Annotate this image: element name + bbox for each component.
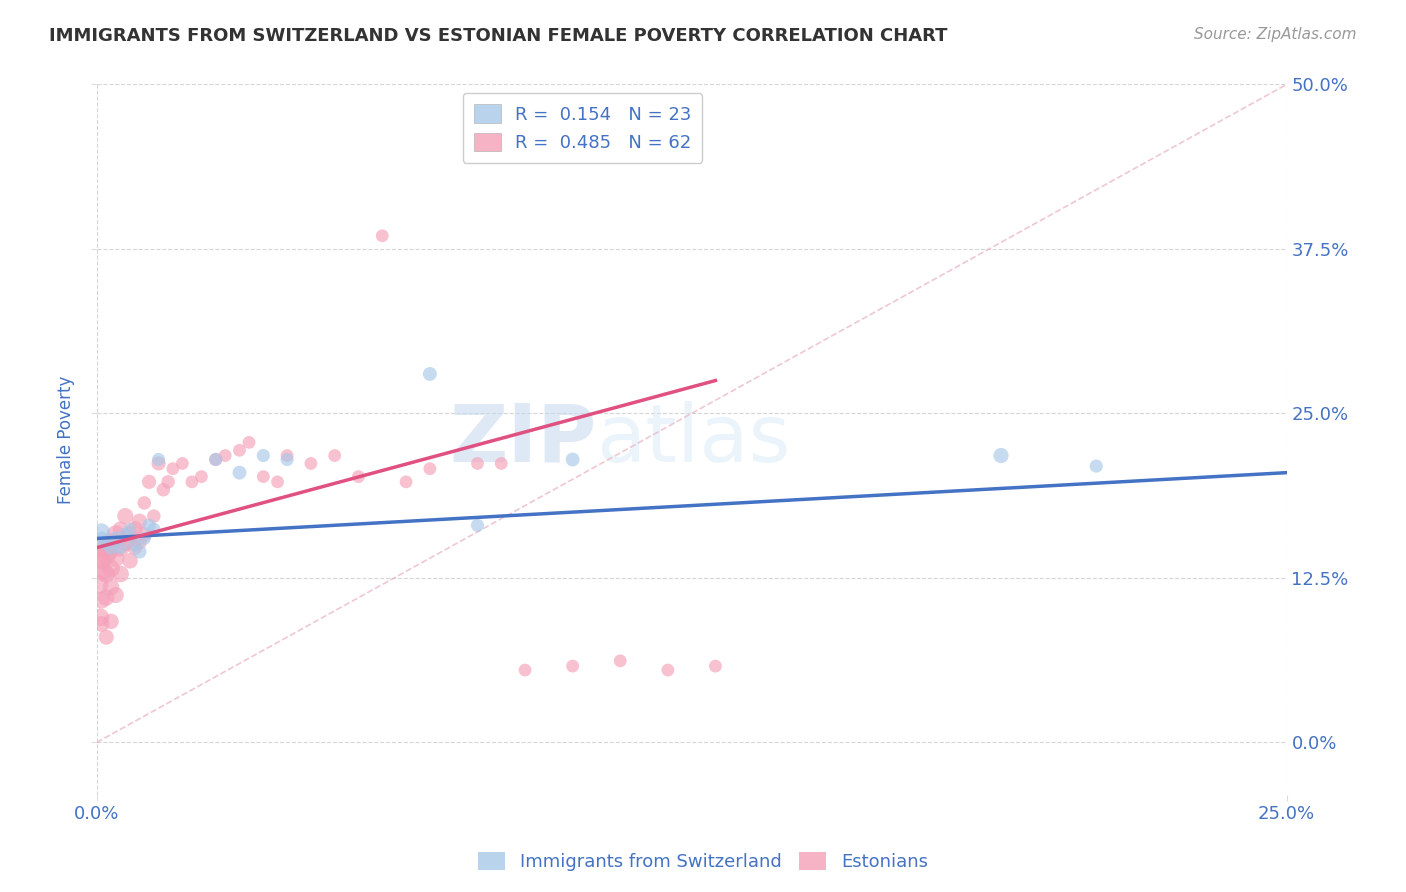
Text: atlas: atlas [596, 401, 790, 479]
Point [89, 610, 111, 624]
Point [96, 591, 118, 605]
Point [118, 522, 141, 536]
Point [100, 615, 122, 629]
Point [114, 527, 136, 541]
Point [162, 461, 184, 475]
Point [152, 483, 174, 497]
Point [128, 514, 150, 528]
Point [87, 577, 110, 591]
Point [204, 452, 226, 467]
Point [124, 541, 146, 555]
Point [118, 527, 141, 541]
Point [90, 532, 112, 546]
Point [172, 457, 194, 471]
Point [148, 457, 170, 471]
Point [704, 659, 727, 673]
Point [347, 469, 370, 483]
Point [128, 544, 150, 558]
Point [609, 654, 631, 668]
Point [467, 518, 489, 533]
Point [371, 228, 394, 243]
Point [276, 449, 298, 463]
Point [238, 435, 260, 450]
Point [299, 457, 322, 471]
Point [110, 541, 132, 555]
Point [561, 452, 583, 467]
Point [467, 457, 489, 471]
Point [93, 565, 115, 579]
Point [138, 518, 160, 533]
Point [142, 509, 165, 524]
Point [266, 475, 288, 489]
Point [228, 443, 250, 458]
Point [142, 522, 165, 536]
Point [104, 532, 127, 546]
Point [138, 475, 160, 489]
Point [134, 532, 156, 546]
Point [1085, 459, 1108, 474]
Point [124, 522, 146, 536]
Point [252, 469, 274, 483]
Point [100, 580, 122, 594]
Point [96, 630, 118, 644]
Point [148, 452, 170, 467]
Point [214, 449, 236, 463]
Legend: R =  0.154   N = 23, R =  0.485   N = 62: R = 0.154 N = 23, R = 0.485 N = 62 [463, 94, 702, 163]
Point [90, 554, 112, 568]
Point [491, 457, 513, 471]
Y-axis label: Female Poverty: Female Poverty [58, 376, 75, 504]
Point [323, 449, 346, 463]
Point [128, 535, 150, 549]
Point [110, 522, 132, 536]
Point [104, 527, 127, 541]
Point [124, 538, 146, 552]
Point [114, 509, 136, 524]
Point [134, 527, 156, 541]
Point [228, 466, 250, 480]
Point [395, 475, 418, 489]
Point [96, 549, 118, 563]
Point [657, 663, 679, 677]
Point [104, 551, 127, 566]
Point [118, 554, 141, 568]
Point [100, 562, 122, 576]
Point [276, 452, 298, 467]
Point [100, 535, 122, 549]
Point [419, 461, 441, 475]
Point [419, 367, 441, 381]
Point [90, 617, 112, 632]
Point [990, 449, 1012, 463]
Text: Source: ZipAtlas.com: Source: ZipAtlas.com [1194, 27, 1357, 42]
Point [90, 524, 112, 539]
Point [157, 475, 180, 489]
Point [90, 541, 112, 555]
Text: IMMIGRANTS FROM SWITZERLAND VS ESTONIAN FEMALE POVERTY CORRELATION CHART: IMMIGRANTS FROM SWITZERLAND VS ESTONIAN … [49, 27, 948, 45]
Point [134, 496, 156, 510]
Point [90, 593, 112, 607]
Point [110, 541, 132, 555]
Point [114, 535, 136, 549]
Point [96, 566, 118, 581]
Point [87, 551, 110, 566]
Point [252, 449, 274, 463]
Point [190, 469, 212, 483]
Point [561, 659, 583, 673]
Point [110, 566, 132, 581]
Point [97, 544, 120, 558]
Point [513, 663, 536, 677]
Point [100, 541, 122, 555]
Point [96, 535, 118, 549]
Text: ZIP: ZIP [449, 401, 596, 479]
Point [180, 475, 202, 489]
Legend: Immigrants from Switzerland, Estonians: Immigrants from Switzerland, Estonians [471, 845, 935, 879]
Point [104, 588, 127, 602]
Point [204, 452, 226, 467]
